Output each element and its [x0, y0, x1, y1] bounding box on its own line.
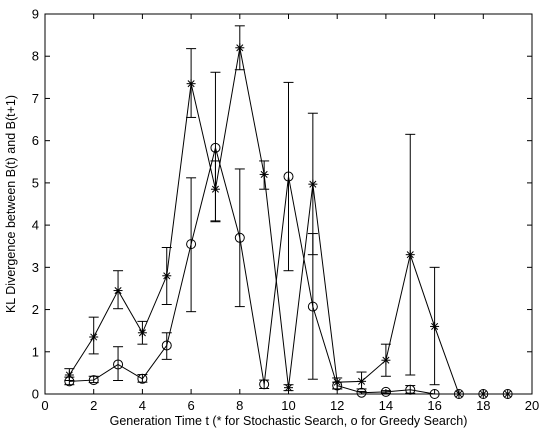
data-point-circle	[259, 379, 270, 390]
y-tick-label: 8	[32, 49, 39, 64]
x-tick-label: 10	[281, 398, 295, 413]
error-bar	[88, 375, 99, 384]
data-point-asterisk	[308, 179, 318, 189]
data-point-circle	[356, 387, 367, 398]
data-point-circle	[502, 389, 513, 399]
x-tick-label: 14	[379, 398, 393, 413]
data-point-asterisk	[405, 250, 415, 260]
data-point-asterisk	[162, 271, 172, 281]
data-point-circle	[478, 389, 489, 399]
x-tick-label: 4	[139, 398, 146, 413]
data-point-circle	[405, 384, 416, 395]
data-point-circle	[307, 301, 318, 312]
data-point-asterisk	[381, 355, 391, 365]
data-point-asterisk	[503, 389, 513, 399]
y-tick-label: 5	[32, 175, 39, 190]
data-point-asterisk	[113, 286, 123, 296]
y-tick-label: 7	[32, 91, 39, 106]
data-point-asterisk	[478, 389, 488, 399]
series-markers	[64, 43, 513, 399]
data-point-asterisk	[357, 376, 367, 386]
x-tick-label: 6	[187, 398, 194, 413]
error-bars	[64, 25, 440, 395]
data-point-asterisk	[259, 169, 269, 179]
y-tick-label: 0	[32, 387, 39, 402]
y-tick-label: 2	[32, 302, 39, 317]
data-point-circle	[210, 142, 221, 153]
data-point-circle	[64, 376, 75, 387]
y-tick-label: 4	[32, 218, 39, 233]
data-point-circle	[186, 239, 197, 250]
series-line-circle	[69, 145, 508, 395]
data-point-circle	[137, 373, 148, 384]
y-axis-label: KL Divergence between B(t) and B(t+1)	[4, 95, 18, 313]
x-tick-label: 8	[236, 398, 243, 413]
data-point-asterisk	[210, 184, 220, 194]
y-tick-label: 3	[32, 260, 39, 275]
x-tick-label: 20	[525, 398, 539, 413]
x-axis-label: Generation Time t (* for Stochastic Sear…	[110, 414, 468, 428]
data-point-asterisk	[89, 332, 99, 342]
x-tick-label: 0	[41, 398, 48, 413]
data-point-asterisk	[186, 79, 196, 89]
data-point-asterisk	[137, 328, 147, 338]
data-point-asterisk	[284, 383, 293, 393]
data-point-circle	[332, 380, 343, 391]
data-point-circle	[429, 389, 440, 399]
data-point-asterisk	[454, 389, 464, 399]
x-tick-label: 2	[90, 398, 97, 413]
data-point-circle	[88, 375, 99, 386]
y-tick-label: 6	[32, 133, 39, 148]
data-point-circle	[453, 389, 464, 399]
y-tick-label: 1	[32, 344, 39, 359]
x-tick-label: 16	[427, 398, 441, 413]
data-point-asterisk	[235, 43, 245, 53]
x-tick-label: 12	[330, 398, 344, 413]
data-point-circle	[380, 386, 391, 397]
y-tick-label: 9	[32, 7, 39, 22]
data-point-circle	[161, 340, 172, 351]
data-point-circle	[113, 359, 124, 370]
data-point-asterisk	[430, 321, 440, 331]
data-point-circle	[283, 171, 294, 182]
data-point-circle	[234, 232, 245, 243]
error-bar	[113, 346, 124, 381]
x-tick-label: 18	[476, 398, 490, 413]
